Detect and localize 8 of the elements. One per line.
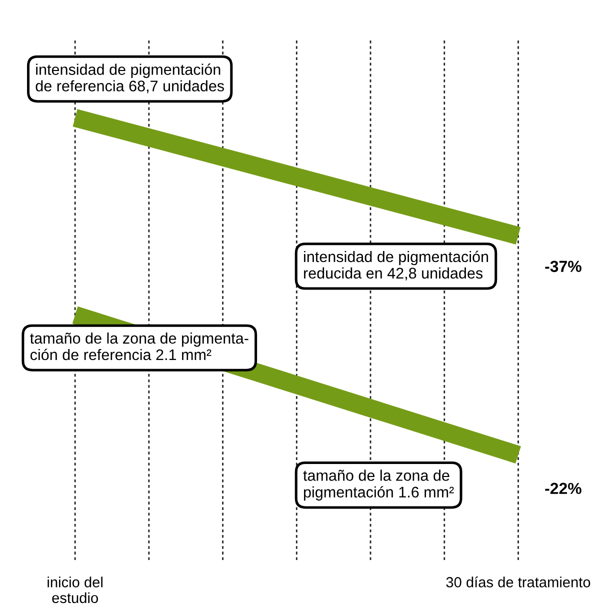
x-tick-label: inicio del estudio xyxy=(48,576,102,604)
x-tick-label: 30 días de tratamiento xyxy=(446,576,590,588)
text: -22% xyxy=(545,482,582,494)
annotation: -37% xyxy=(545,260,582,272)
annotation: tamaño de la zona de pigmenta- ción de referencia 2.1 mm² xyxy=(30,332,248,360)
text: tamaño de la zona de pigmentación 1.6 mm² xyxy=(303,470,454,501)
text: intensidad de pigmentación de referencia 68,7 unidades xyxy=(36,64,224,94)
annotation: intensidad de pigmentación reducida en 42,8 unidades xyxy=(304,250,488,280)
